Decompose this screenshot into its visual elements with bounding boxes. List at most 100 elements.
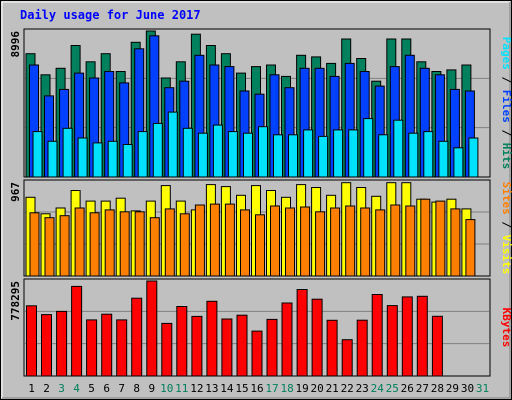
bar-sites-day-3 bbox=[59, 215, 70, 277]
bar-sites-day-14 bbox=[224, 203, 235, 277]
bar-sites-day-27 bbox=[420, 198, 431, 277]
bar-sites-day-12 bbox=[194, 204, 205, 277]
bar-pages-day-17 bbox=[273, 134, 283, 178]
bar-kbytes-day-13 bbox=[206, 300, 218, 377]
bar-pages-day-25 bbox=[393, 119, 404, 178]
bar-kbytes-day-25 bbox=[386, 305, 398, 377]
day-label-30: 30 bbox=[461, 382, 474, 395]
bar-sites-day-25 bbox=[390, 204, 401, 277]
bar-kbytes-day-27 bbox=[416, 295, 428, 377]
bar-pages-day-14 bbox=[227, 131, 238, 178]
chart-panels: 8996 Pages / Files / Hits 967 Sites / Visit… bbox=[9, 28, 512, 377]
day-label-17: 17 bbox=[265, 382, 278, 395]
axis-label-part-hits: Hits bbox=[500, 143, 512, 170]
bar-pages-day-28 bbox=[438, 140, 449, 178]
day-label-3: 3 bbox=[58, 382, 65, 395]
bar-kbytes-day-1 bbox=[26, 305, 37, 377]
bar-pages-day-19 bbox=[303, 129, 314, 178]
bar-sites-day-30 bbox=[465, 219, 476, 277]
bar-kbytes-day-20 bbox=[311, 298, 323, 377]
bar-pages-day-3 bbox=[62, 127, 73, 178]
bar-kbytes-day-22 bbox=[341, 339, 353, 377]
bar-kbytes-day-26 bbox=[401, 296, 413, 377]
bar-pages-day-6 bbox=[107, 140, 118, 178]
bar-sites-day-2 bbox=[44, 217, 55, 277]
day-label-19: 19 bbox=[295, 382, 308, 395]
max-label-hits-files-pages: 8996 bbox=[9, 31, 22, 58]
bar-pages-day-20 bbox=[318, 135, 329, 178]
bar-pages-day-30 bbox=[468, 137, 479, 178]
bar-kbytes-day-16 bbox=[251, 330, 263, 377]
day-label-14: 14 bbox=[220, 382, 234, 395]
bar-pages-day-16 bbox=[258, 126, 268, 178]
bar-sites-day-7 bbox=[119, 211, 130, 277]
bar-pages-day-26 bbox=[408, 132, 419, 178]
day-label-31: 31 bbox=[476, 382, 489, 395]
chart-title: Daily usage for June 2017 bbox=[20, 8, 201, 22]
day-label-27: 27 bbox=[416, 382, 429, 395]
bar-pages-day-21 bbox=[333, 129, 344, 178]
panel-visits-sites: 967 Sites / Visits bbox=[9, 179, 512, 277]
bar-sites-day-19 bbox=[300, 206, 311, 277]
axis-label-part-kbytes: KBytes bbox=[500, 308, 512, 348]
bar-kbytes-day-19 bbox=[296, 289, 308, 377]
bar-pages-day-7 bbox=[122, 144, 133, 178]
day-label-24: 24 bbox=[371, 382, 385, 395]
bar-sites-day-23 bbox=[360, 207, 371, 277]
axis-label-part-files: Files bbox=[500, 90, 512, 123]
bar-sites-day-26 bbox=[405, 205, 416, 277]
bar-pages-day-1 bbox=[32, 131, 43, 178]
day-label-5: 5 bbox=[88, 382, 95, 395]
bar-sites-day-24 bbox=[375, 209, 386, 277]
day-label-8: 8 bbox=[133, 382, 140, 395]
day-label-4: 4 bbox=[73, 382, 80, 395]
bar-kbytes-day-18 bbox=[281, 302, 293, 377]
bar-kbytes-day-7 bbox=[116, 319, 128, 377]
bar-sites-day-6 bbox=[104, 209, 115, 277]
bar-sites-day-17 bbox=[270, 205, 280, 277]
bar-kbytes-day-24 bbox=[371, 294, 383, 377]
panel-hits-files-pages: 8996 Pages / Files / Hits bbox=[9, 28, 512, 178]
bar-pages-day-18 bbox=[288, 134, 298, 178]
axis-label-part-sites: Sites bbox=[500, 182, 512, 215]
bar-pages-day-23 bbox=[363, 118, 374, 178]
axis-label-visits-sites: Sites / Visits bbox=[500, 182, 512, 275]
axis-label-part-pages: Pages bbox=[500, 37, 512, 70]
day-label-23: 23 bbox=[356, 382, 369, 395]
day-label-28: 28 bbox=[431, 382, 444, 395]
bar-sites-day-22 bbox=[345, 205, 356, 277]
bar-pages-day-5 bbox=[92, 142, 103, 178]
bar-sites-day-1 bbox=[29, 212, 40, 277]
day-label-13: 13 bbox=[205, 382, 218, 395]
bar-pages-day-4 bbox=[77, 137, 88, 178]
bar-sites-day-5 bbox=[89, 212, 100, 277]
bar-pages-day-22 bbox=[348, 129, 359, 178]
day-label-7: 7 bbox=[118, 382, 125, 395]
bar-kbytes-day-11 bbox=[176, 306, 188, 377]
bar-pages-day-8 bbox=[137, 131, 148, 178]
day-label-11: 11 bbox=[175, 382, 188, 395]
bar-sites-day-4 bbox=[74, 207, 85, 277]
bar-kbytes-day-17 bbox=[266, 318, 278, 377]
bar-kbytes-day-9 bbox=[146, 280, 158, 377]
day-label-16: 16 bbox=[250, 382, 263, 395]
day-label-29: 29 bbox=[446, 382, 459, 395]
day-label-10: 10 bbox=[160, 382, 173, 395]
day-label-15: 15 bbox=[235, 382, 248, 395]
day-label-6: 6 bbox=[103, 382, 110, 395]
day-label-25: 25 bbox=[386, 382, 399, 395]
bar-kbytes-day-2 bbox=[41, 314, 52, 377]
bar-pages-day-11 bbox=[182, 127, 193, 178]
bar-kbytes-day-5 bbox=[86, 319, 98, 377]
day-label-18: 18 bbox=[280, 382, 293, 395]
series-sites bbox=[29, 198, 476, 277]
series-kbytes bbox=[26, 280, 443, 377]
axis-label-separator: / bbox=[500, 70, 512, 90]
bar-pages-day-10 bbox=[167, 111, 178, 178]
bar-sites-day-15 bbox=[240, 209, 250, 277]
bar-sites-day-8 bbox=[134, 211, 145, 277]
bar-sites-day-29 bbox=[450, 208, 461, 277]
day-label-12: 12 bbox=[190, 382, 203, 395]
